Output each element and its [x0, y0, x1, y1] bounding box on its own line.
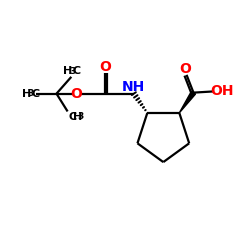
Text: 3: 3: [77, 112, 83, 122]
Text: C: C: [69, 112, 77, 122]
Text: H: H: [63, 66, 72, 76]
Text: O: O: [99, 60, 111, 74]
Text: C: C: [32, 89, 40, 99]
Text: C: C: [72, 66, 81, 76]
Text: NH: NH: [122, 80, 145, 94]
Text: H: H: [22, 89, 32, 99]
Text: O: O: [70, 87, 82, 101]
Text: OH: OH: [210, 84, 234, 98]
Polygon shape: [179, 91, 196, 113]
Text: O: O: [180, 62, 192, 76]
Text: H: H: [73, 112, 82, 122]
Text: 3: 3: [28, 89, 34, 98]
Text: 3: 3: [70, 67, 76, 76]
